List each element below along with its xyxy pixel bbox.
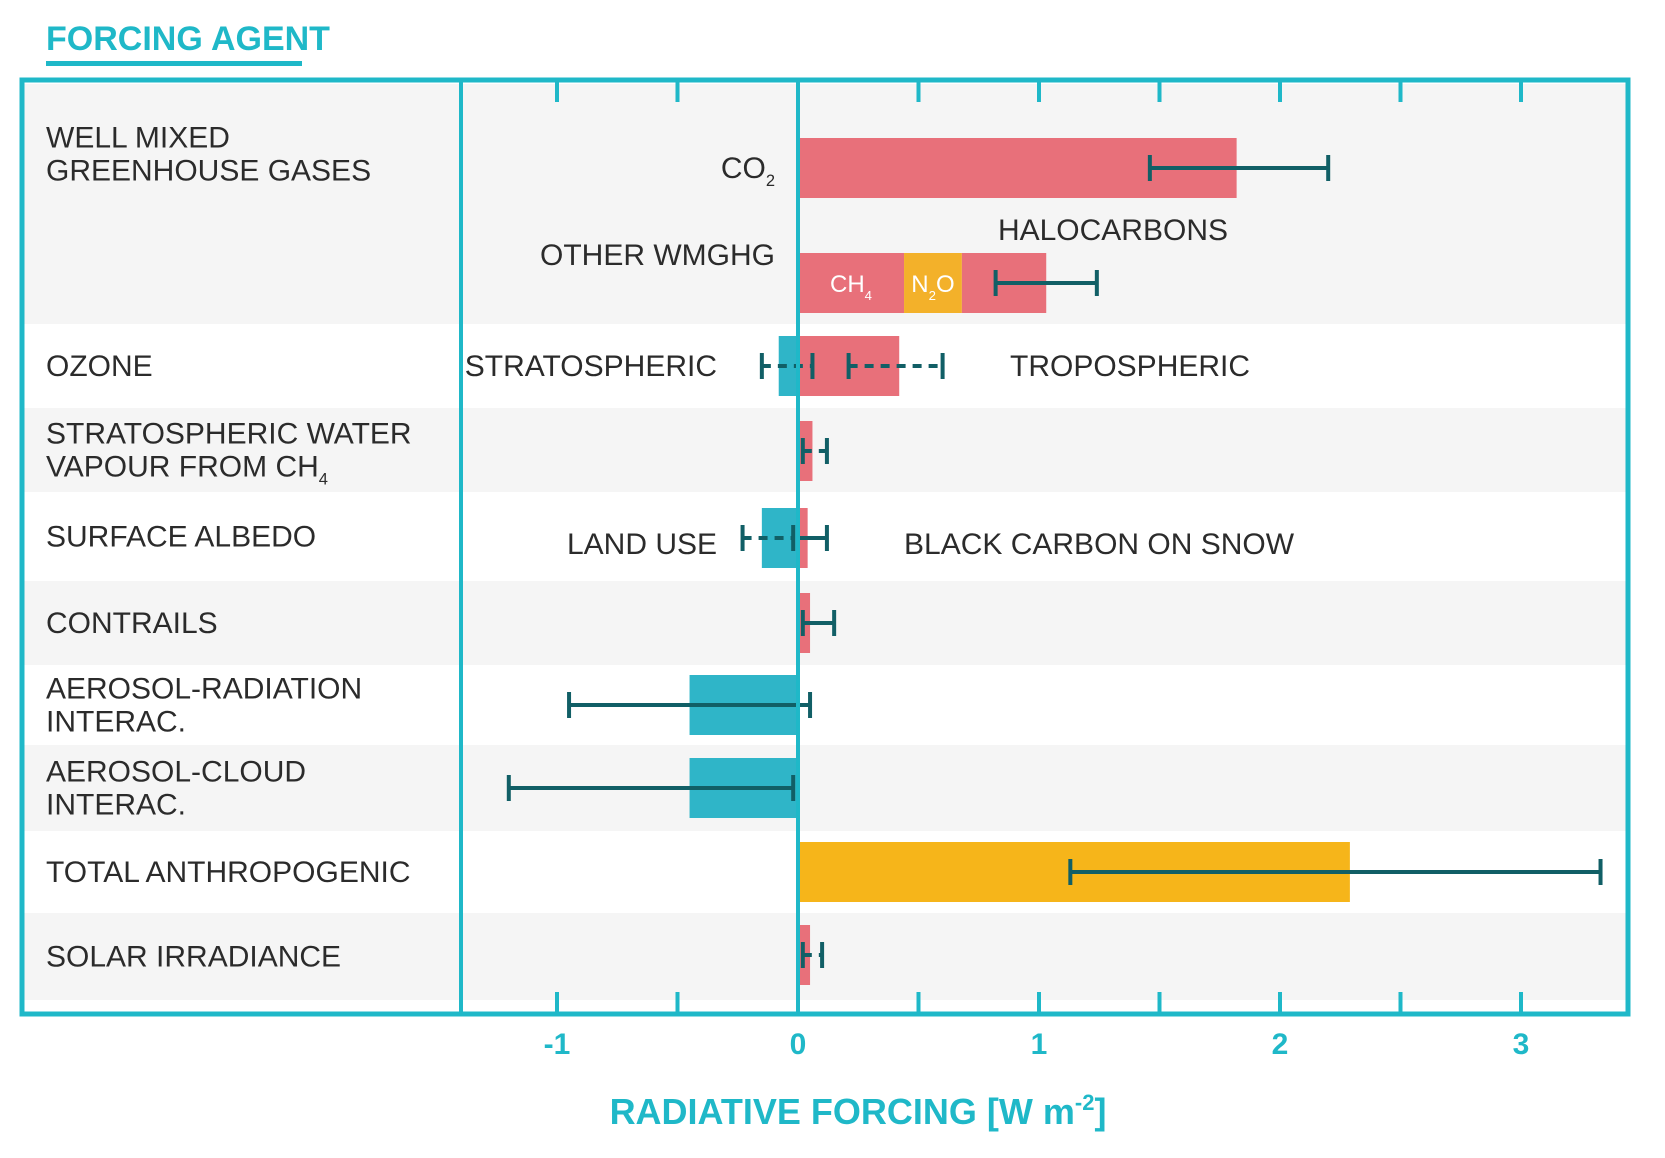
axis-ticks [555,80,1523,1014]
category-label-ari: AEROSOL-RADIATION [46,673,362,706]
land-use-label: LAND USE [567,528,717,561]
category-label-albedo: SURFACE ALBEDO [46,521,316,554]
stratospheric-label: STRATOSPHERIC [465,350,717,383]
category-label-ari: INTERAC. [46,706,186,739]
category-label-total: TOTAL ANTHROPOGENIC [46,856,411,889]
row-band-aci [22,745,1628,831]
stratospheric-ozone-bar [778,336,798,396]
halocarbons-label: HALOCARBONS [998,214,1228,247]
category-label-ozone: OZONE [46,350,153,383]
chart-title: FORCING AGENT [46,20,330,58]
chart-frame [19,77,1631,1017]
category-label-h2o: STRATOSPHERIC WATER [46,418,412,451]
row-band-solar [22,913,1628,1000]
tick-label: 1 [1031,1028,1048,1061]
error-bars [506,155,1603,968]
category-label-contrails: CONTRAILS [46,607,218,640]
tick-label: -1 [544,1028,571,1061]
other-wmghg-label: OTHER WMGHG [540,239,775,272]
black-carbon-label: BLACK CARBON ON SNOW [904,528,1295,561]
tick-label: 2 [1272,1028,1289,1061]
category-label-h2o: VAPOUR FROM CH4 [46,451,328,489]
x-axis-label: RADIATIVE FORCING [W m-2] [610,1090,1107,1132]
tropospheric-label: TROPOSPHERIC [1010,350,1250,383]
row-band-ari [22,665,1628,745]
tick-label: 3 [1513,1028,1530,1061]
n2o-bar [904,253,962,313]
tick-labels: -1 0 1 2 3 [544,1028,1530,1061]
title-underline [46,61,302,66]
category-label-wmghg: GREENHOUSE GASES [46,155,371,188]
ch4-bar [798,253,905,313]
category-label-aci: INTERAC. [46,789,186,822]
co2-label: CO2 [721,152,775,190]
tick-label: 0 [790,1028,807,1061]
n2o-bar-label: N2O [911,271,954,303]
category-label-aci: AEROSOL-CLOUD [46,756,306,789]
annotations: CO2 HALOCARBONS OTHER WMGHG STRATOSPHERIC TR… [465,152,1295,561]
category-label-wmghg: WELL MIXED [46,122,230,155]
ch4-bar-label: CH4 [830,271,872,303]
category-label-solar: SOLAR IRRADIANCE [46,941,341,974]
